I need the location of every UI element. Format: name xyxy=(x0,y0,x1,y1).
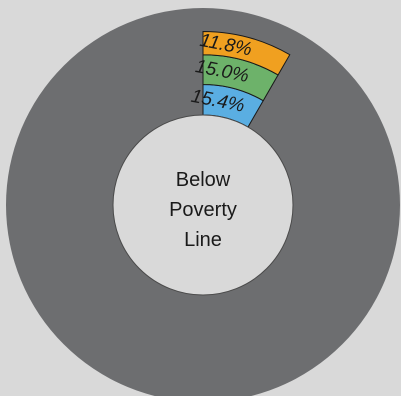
segment-labels-group: 15.4%15.0%11.8% xyxy=(189,30,253,117)
segment-3 xyxy=(202,30,291,76)
center-label-line-3: Line xyxy=(184,229,222,251)
center-hole xyxy=(112,114,294,296)
center-label-line-1: Below xyxy=(176,169,231,191)
segments-group xyxy=(202,30,291,128)
center-label-line-2: Poverty xyxy=(169,199,237,221)
